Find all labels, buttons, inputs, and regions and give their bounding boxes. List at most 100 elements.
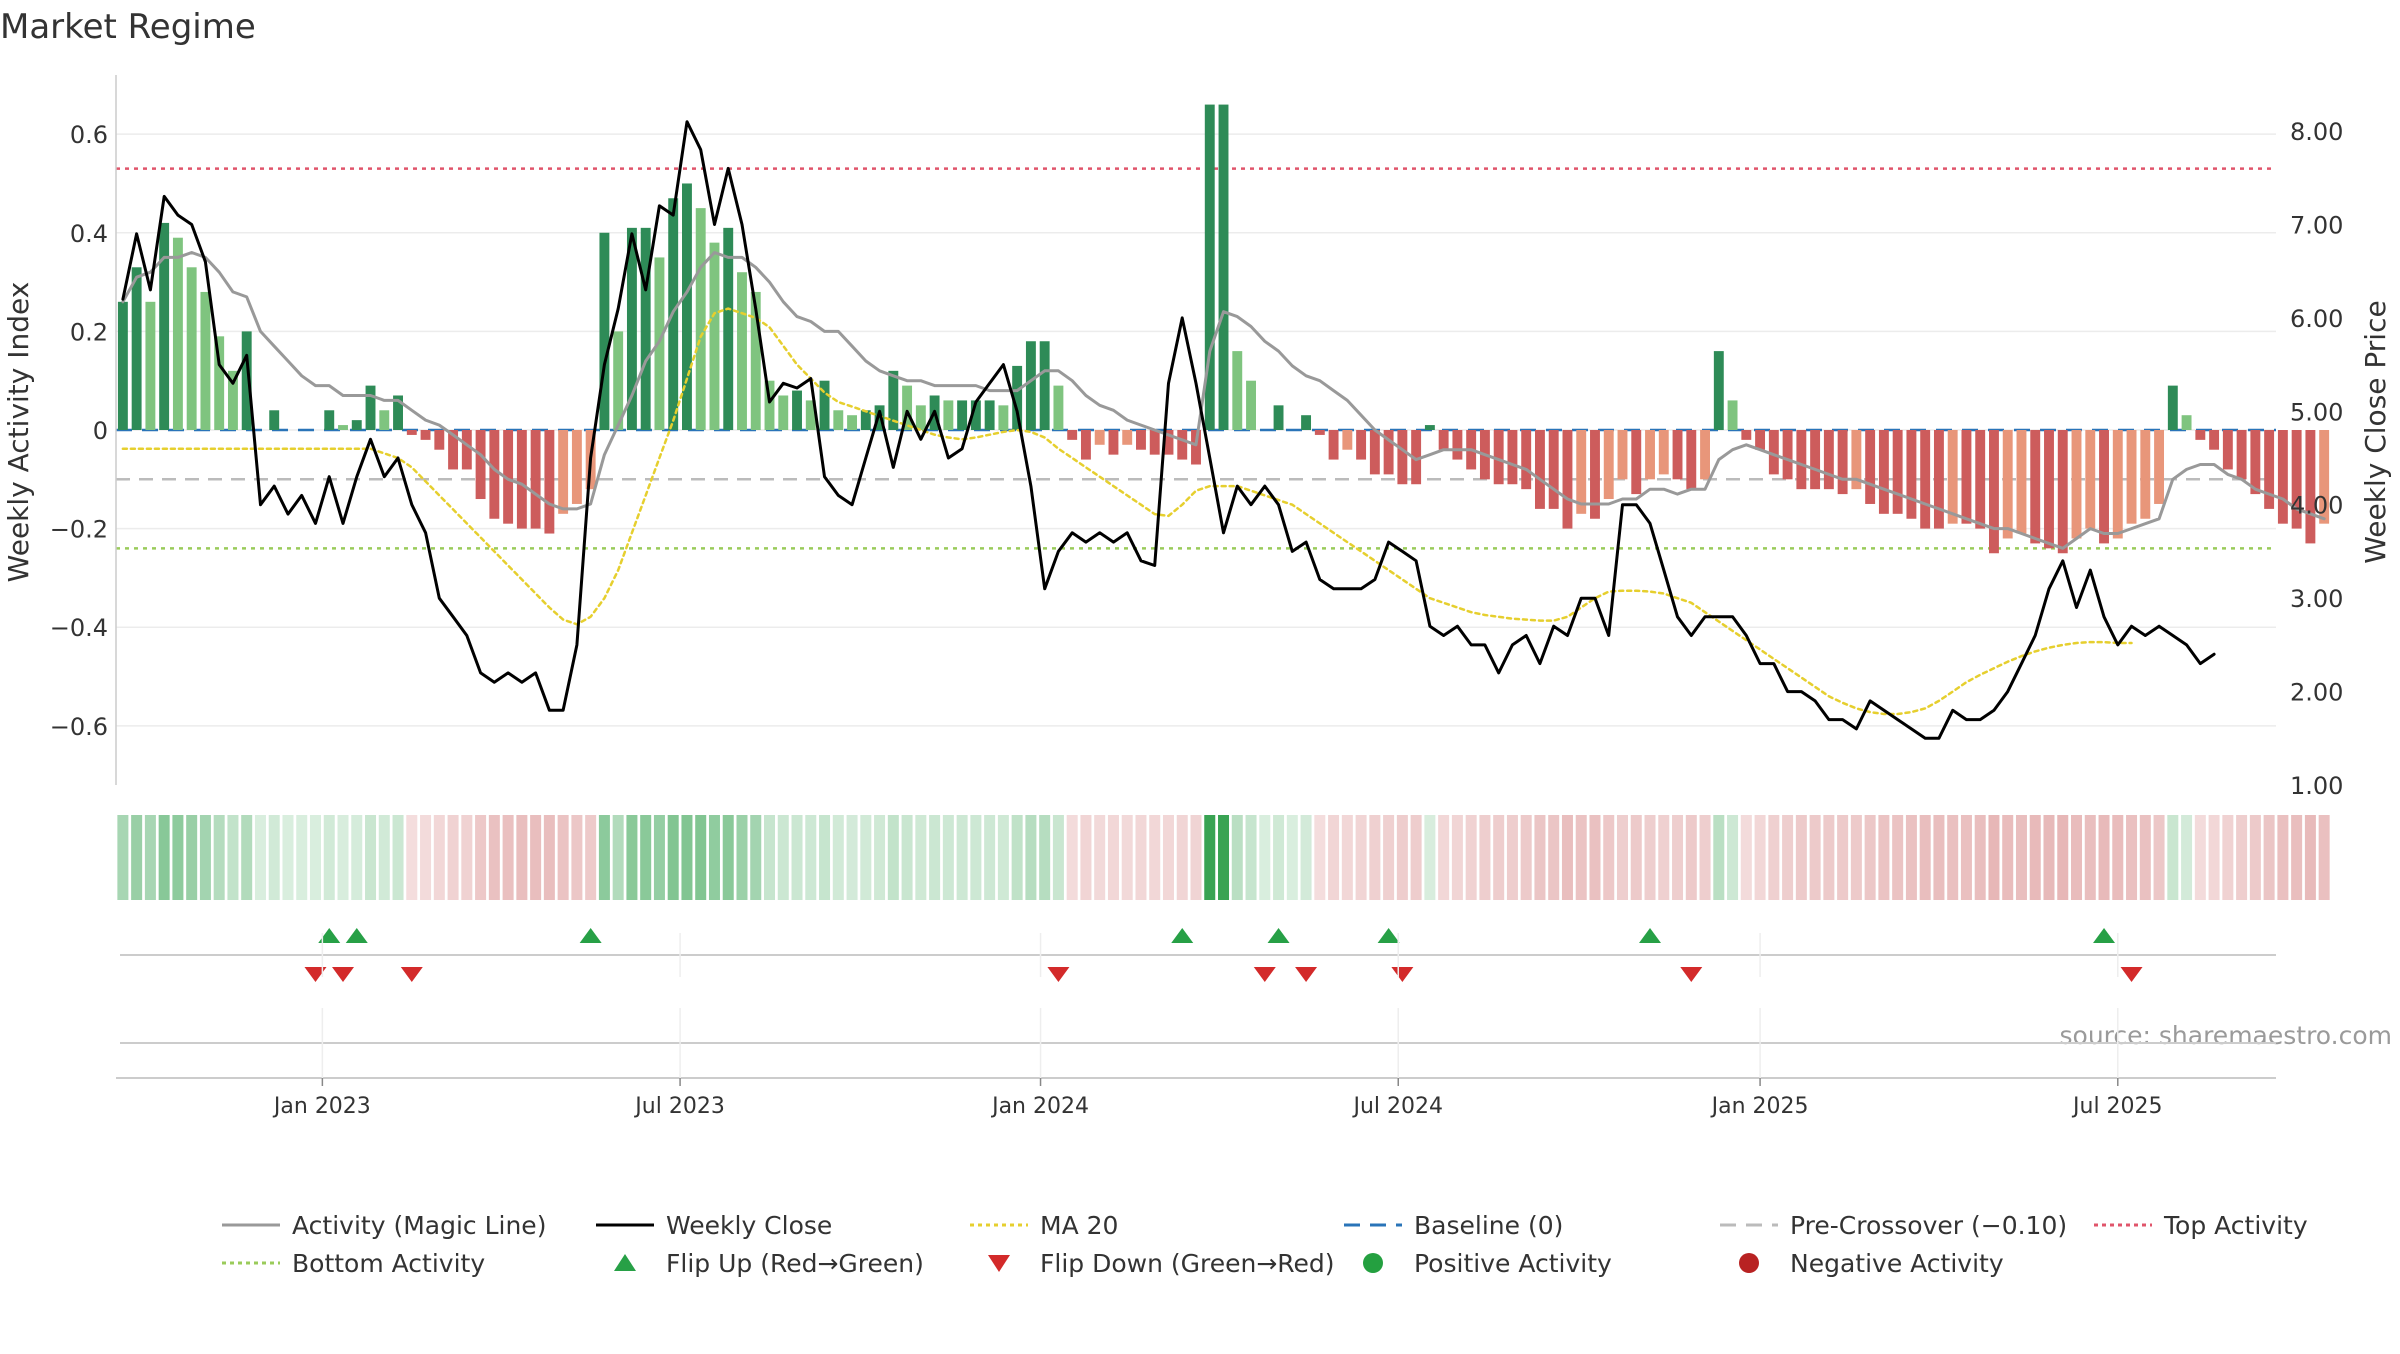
activity-bar [2016,430,2027,534]
activity-bar [241,331,252,430]
activity-bar [1645,430,1655,480]
activity-bar [1989,430,1999,554]
regime-strip-cell [736,815,748,900]
flip-up-marker [318,928,341,943]
activity-bar [1438,430,1449,450]
regime-strip-cell [1782,815,1794,900]
activity-bar [1782,430,1793,480]
activity-bar [1796,430,1807,490]
regime-strip-cell [2318,815,2330,900]
regime-strip-cell [598,815,610,900]
regime-strip-cell [984,815,996,900]
activity-bar [2305,430,2316,544]
activity-bar [1053,385,1064,430]
activity-bar [902,385,913,430]
regime-strip-cell [2043,815,2055,900]
regime-strip-cell [1410,815,1422,900]
regime-strip-cell [199,815,211,900]
regime-strip-cell [2139,815,2151,900]
regime-strip-cell [351,815,363,900]
weekly-close-line [121,120,2216,740]
activity-bar [2002,430,2013,539]
activity-bar [709,242,720,430]
ma20-line [121,307,2133,716]
regime-strip-cell [846,815,858,900]
regime-strip-cell [1493,815,1505,900]
regime-strip-cell [612,815,624,900]
regime-strip-cell [309,815,321,900]
regime-strip-cell [1575,815,1587,900]
regime-strip-cell [1383,815,1395,900]
activity-bar [2291,430,2302,529]
regime-strip-cell [2153,815,2165,900]
y-left-tick-label: 0.6 [70,121,108,149]
activity-bar [324,410,335,430]
regime-strip-cell [2167,815,2179,900]
regime-strip-cell [929,815,941,900]
regime-strip-cell [543,815,555,900]
activity-bar [1273,405,1284,430]
chart-title: Market Regime [0,7,256,47]
activity-bar [571,430,582,504]
y-left-tick-label: −0.2 [50,516,108,544]
activity-bar [200,291,211,430]
legend-item: Positive Activity [1363,1249,1612,1278]
regime-strip-cell [1245,815,1257,900]
y-left-tick-label: −0.4 [50,614,108,642]
regime-strip-cell [1080,815,1092,900]
activity-bar [695,208,706,430]
regime-strip-cell [750,815,762,900]
y-right-tick-label: 8.00 [2290,118,2343,146]
legend-dot-icon [1739,1253,1759,1273]
activity-bar [489,430,500,519]
regime-strip-cell [1988,815,2000,900]
axes: 0.6 0.4 0.2 0 −0.2 −0.4 −0.6 8.00 7.00 6.00 5.00 4.… [50,75,2343,800]
activity-bar [159,222,170,430]
regime-strip-cell [1548,815,1560,900]
activity-bar [1191,430,1201,465]
activity-bar [434,430,445,450]
flip-down-marker [400,967,423,982]
activity-bar [737,272,747,430]
activity-bar [1837,430,1848,495]
activity-bar [1012,365,1023,430]
activity-bar [1686,430,1697,490]
regime-strip-cell [1561,815,1573,900]
regime-strip-cell [1094,815,1106,900]
regime-strip-cell [1231,815,1243,900]
activity-bar [1590,430,1600,519]
activity-bar [145,301,156,430]
activity-bar [1301,415,1312,430]
activity-bar [558,430,569,514]
regime-strip-cell [2029,815,2041,900]
activity-bar [351,420,362,430]
activity-bar [503,430,514,524]
regime-strip-cell [1355,815,1367,900]
regime-strip-cell [1025,815,1037,900]
regime-strip-cell [1603,815,1615,900]
activity-bar [998,405,1009,430]
regime-strip-cell [819,815,831,900]
activity-bar [723,227,734,430]
activity-bar [778,395,789,430]
activity-bar [1080,430,1091,460]
activity-bar [915,405,926,430]
regime-strip-cell [1699,815,1711,900]
activity-bar [2277,430,2288,524]
activity-bar [420,430,431,440]
regime-strip-cell [1754,815,1766,900]
activity-bar [172,237,183,430]
legend-label: Positive Activity [1414,1249,1612,1278]
activity-bar [2044,430,2054,549]
x-tick-label: Jan 2023 [272,1094,371,1119]
regime-strip-cell [2194,815,2206,900]
activity-bar [214,336,225,430]
regime-strip-cell [1919,815,1931,900]
activity-bar [1452,430,1463,460]
activity-bar [613,331,624,430]
regime-strip-cell [956,815,968,900]
activity-bar [1700,430,1710,480]
regime-strip-cell [1204,815,1216,900]
regime-strip-cell [2015,815,2027,900]
activity-bar [750,291,761,430]
